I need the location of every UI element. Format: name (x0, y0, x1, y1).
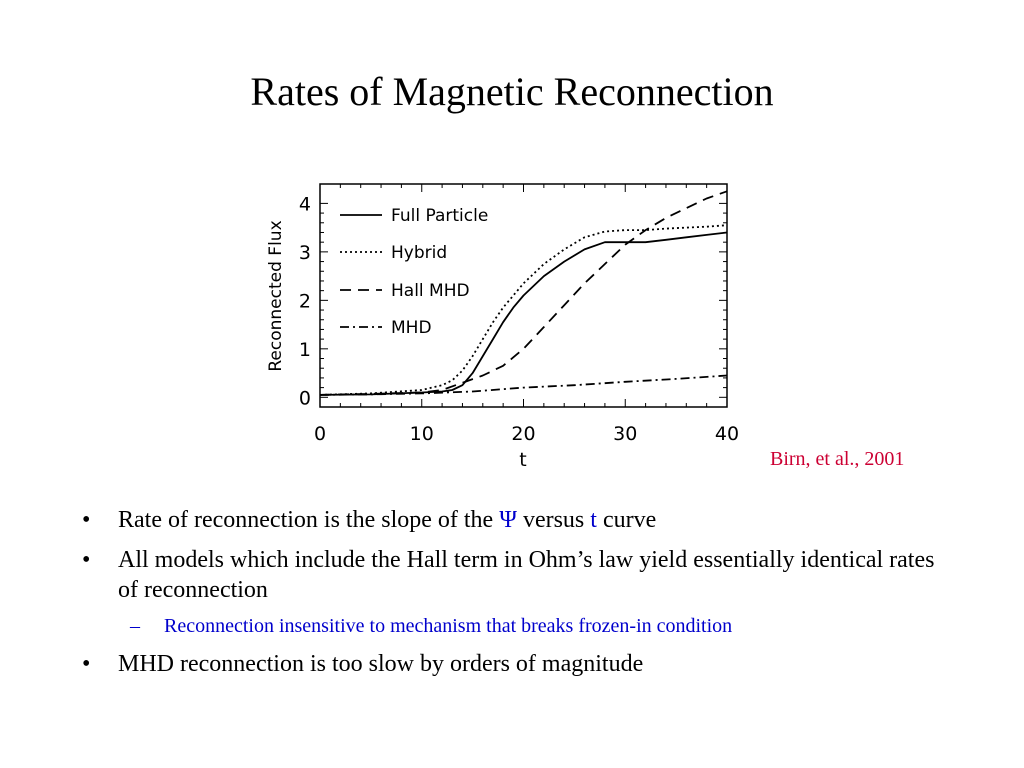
bullet-item-hall: • All models which include the Hall term… (80, 545, 960, 605)
bullet-text-pre: Rate of reconnection is the slope of the (118, 507, 500, 533)
psi-symbol: Ψ (499, 507, 517, 533)
bullet-mark: • (82, 547, 91, 573)
legend: Full Particle Hybrid Hall MHD MHD (340, 206, 488, 338)
bullet-text-hall: All models which include the Hall term i… (118, 547, 935, 603)
legend-label: Full Particle (391, 206, 488, 226)
y-axis-label: Reconnected Flux (266, 220, 286, 371)
bullet-item-slope: • Rate of reconnection is the slope of t… (80, 505, 960, 535)
bullet-item-mhd: • MHD reconnection is too slow by orders… (80, 649, 960, 679)
series-line-full-particle (319, 231, 728, 396)
y-tick-label: 4 (299, 193, 311, 215)
bullet-text-mhd: MHD reconnection is too slow by orders o… (118, 651, 644, 677)
flux-chart: 0 10 20 30 40 0 1 2 3 4 Full Particle Hybrid Hall M… (266, 183, 739, 471)
x-axis-label: t (519, 449, 526, 471)
sub-bullet-text: Reconnection insensitive to mechanism th… (164, 615, 733, 637)
sub-bullet-item-insensitive: – Reconnection insensitive to mechanism … (80, 613, 960, 639)
y-tick-label: 2 (299, 290, 311, 312)
bullet-text-post: curve (596, 507, 657, 533)
slide-title: Rates of Magnetic Reconnection (250, 69, 774, 114)
t-symbol: t (590, 507, 597, 533)
y-tick-label: 0 (299, 387, 311, 409)
legend-label: MHD (391, 318, 432, 338)
bullet-mark: • (82, 651, 91, 677)
x-tick-label: 10 (410, 423, 434, 445)
x-tick-label: 0 (314, 423, 326, 445)
bullet-mark: • (82, 507, 91, 533)
series-line-hall-mhd (319, 190, 728, 396)
x-tick-label: 30 (613, 423, 637, 445)
x-tick-label: 20 (511, 423, 535, 445)
axis-ticks (319, 184, 728, 407)
citation: Birn, et al., 2001 (770, 448, 905, 470)
axis-tick-labels: 0 10 20 30 40 0 1 2 3 4 (299, 193, 739, 445)
series-lines (319, 190, 728, 396)
bullet-list: • Rate of reconnection is the slope of t… (80, 505, 960, 689)
legend-label: Hall MHD (391, 281, 470, 301)
x-tick-label: 40 (715, 423, 739, 445)
y-tick-label: 3 (299, 242, 311, 264)
legend-label: Hybrid (391, 243, 447, 263)
sub-bullet-mark: – (130, 615, 140, 637)
y-tick-label: 1 (299, 339, 311, 361)
series-line-hybrid (319, 224, 728, 396)
series-line-mhd (319, 374, 728, 396)
bullet-text-mid: versus (516, 507, 591, 533)
